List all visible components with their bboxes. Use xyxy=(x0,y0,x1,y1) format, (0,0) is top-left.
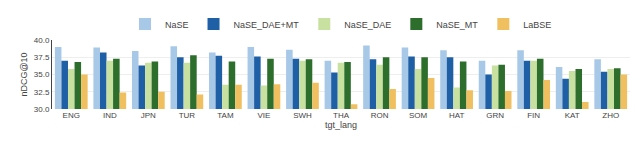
svg-text:40.0: 40.0 xyxy=(34,36,50,45)
svg-text:TUR: TUR xyxy=(179,111,196,120)
svg-text:37.5: 37.5 xyxy=(34,53,50,62)
svg-text:GRN: GRN xyxy=(486,111,504,120)
svg-text:LaBSE: LaBSE xyxy=(523,20,551,30)
svg-text:HAT: HAT xyxy=(449,111,465,120)
svg-text:32.5: 32.5 xyxy=(34,88,50,97)
svg-text:tgt_lang: tgt_lang xyxy=(325,120,357,130)
svg-text:JPN: JPN xyxy=(141,111,156,120)
svg-text:NaSE_MT: NaSE_MT xyxy=(436,20,478,30)
svg-text:ZHO: ZHO xyxy=(602,111,619,120)
svg-text:NaSE_DAE+MT: NaSE_DAE+MT xyxy=(234,20,300,30)
svg-text:THA: THA xyxy=(333,111,350,120)
svg-text:SOM: SOM xyxy=(409,111,428,120)
svg-text:35.0: 35.0 xyxy=(34,70,50,79)
svg-text:NaSE_DAE: NaSE_DAE xyxy=(344,20,391,30)
svg-text:30.0: 30.0 xyxy=(34,105,50,114)
svg-text:nDCG@10: nDCG@10 xyxy=(19,52,29,96)
svg-text:FIN: FIN xyxy=(527,111,540,120)
svg-text:TAM: TAM xyxy=(217,111,234,120)
svg-text:IND: IND xyxy=(103,111,117,120)
svg-text:KAT: KAT xyxy=(565,111,580,120)
svg-text:VIE: VIE xyxy=(257,111,270,120)
svg-text:NaSE: NaSE xyxy=(165,20,189,30)
svg-text:RON: RON xyxy=(371,111,389,120)
svg-text:ENG: ENG xyxy=(63,111,80,120)
svg-text:SWH: SWH xyxy=(293,111,312,120)
